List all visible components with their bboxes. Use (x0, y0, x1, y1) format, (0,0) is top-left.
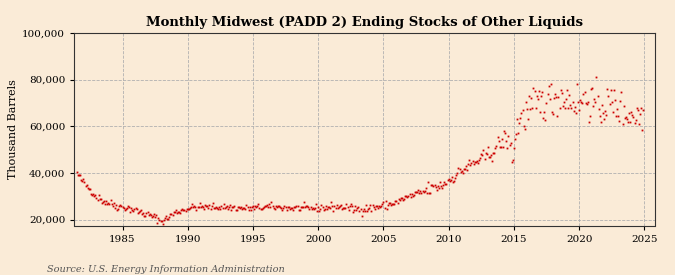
Text: Source: U.S. Energy Information Administration: Source: U.S. Energy Information Administ… (47, 265, 285, 274)
Title: Monthly Midwest (PADD 2) Ending Stocks of Other Liquids: Monthly Midwest (PADD 2) Ending Stocks o… (146, 16, 583, 29)
Y-axis label: Thousand Barrels: Thousand Barrels (8, 79, 18, 179)
